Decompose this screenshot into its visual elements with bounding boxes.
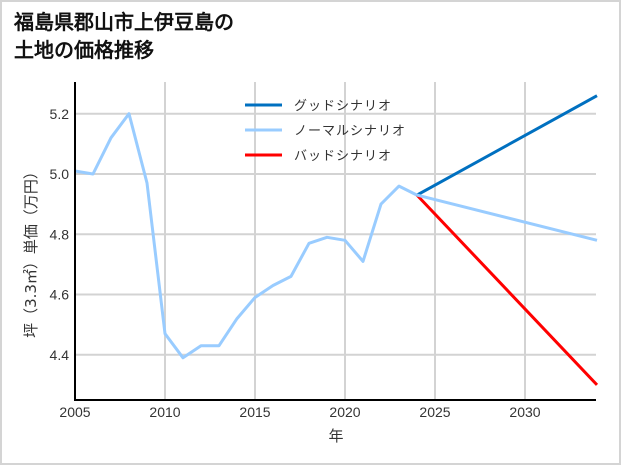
chart-title-line1: 福島県郡山市上伊豆島の bbox=[14, 10, 234, 34]
x-tick-label: 2010 bbox=[149, 404, 180, 420]
y-axis-title: 坪（3.3㎡）単価（万円） bbox=[22, 164, 40, 338]
series-line bbox=[415, 194, 599, 386]
series-line bbox=[74, 112, 418, 360]
x-axis-title: 年 bbox=[328, 427, 343, 445]
y-tick-label: 4.4 bbox=[50, 347, 70, 363]
x-tick-label: 2015 bbox=[239, 404, 270, 420]
y-tick-label: 5.2 bbox=[50, 106, 70, 122]
series-line bbox=[416, 193, 598, 242]
axes bbox=[74, 82, 596, 401]
chart-title: 福島県郡山市上伊豆島の 土地の価格推移 bbox=[14, 8, 234, 64]
y-tick-label: 5.0 bbox=[50, 166, 70, 182]
legend-label: バッドシナリオ bbox=[294, 149, 392, 164]
x-tick-label: 2020 bbox=[329, 404, 360, 420]
series-line bbox=[416, 94, 598, 197]
chart-title-line2: 土地の価格推移 bbox=[14, 38, 154, 62]
y-tick-label: 4.6 bbox=[50, 287, 70, 303]
x-tick-label: 2025 bbox=[419, 404, 450, 420]
legend-label: ノーマルシナリオ bbox=[294, 124, 406, 139]
data-series bbox=[74, 94, 599, 386]
x-tick-label: 2030 bbox=[509, 404, 540, 420]
y-tick-labels: 4.4 4.6 4.8 5.0 5.2 bbox=[50, 106, 70, 363]
legend-label: グッドシナリオ bbox=[294, 99, 392, 114]
y-tick-label: 4.8 bbox=[50, 226, 70, 242]
gridlines bbox=[74, 82, 596, 400]
x-tick-labels: 2005 2010 2015 2020 2025 2030 bbox=[59, 404, 540, 420]
x-tick-label: 2005 bbox=[59, 404, 90, 420]
